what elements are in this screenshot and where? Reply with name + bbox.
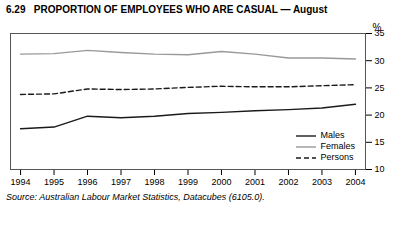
- html-text:6.29 PROPORTION OF EMPLOYEES W: 6.29 PROPORTION OF EMPLOYEES WHO ARE CAS…: [6, 4, 328, 15]
- svg-text:25: 25: [375, 83, 385, 93]
- html-text:Males: Males: [320, 130, 345, 140]
- svg-text:1998: 1998: [144, 177, 164, 187]
- svg-text:15: 15: [375, 137, 385, 147]
- html-text:Persons: Persons: [320, 152, 354, 162]
- svg-text:%: %: [373, 22, 382, 33]
- svg-text:2004: 2004: [345, 177, 365, 187]
- html-text:Females: Females: [320, 141, 355, 151]
- svg-text:1997: 1997: [111, 177, 131, 187]
- svg-text:1995: 1995: [44, 177, 64, 187]
- svg-text:1994: 1994: [11, 177, 31, 187]
- svg-text:2000: 2000: [211, 177, 231, 187]
- svg-text:20: 20: [375, 110, 385, 120]
- svg-text:2003: 2003: [312, 177, 332, 187]
- svg-text:1999: 1999: [178, 177, 198, 187]
- html-text:Source: Australian Labour Mark: Source: Australian Labour Market Statist…: [6, 192, 265, 202]
- svg-text:30: 30: [375, 56, 385, 66]
- svg-text:2001: 2001: [245, 177, 265, 187]
- svg-text:10: 10: [375, 164, 385, 174]
- svg-text:2002: 2002: [278, 177, 298, 187]
- svg-text:1996: 1996: [78, 177, 98, 187]
- svg-text:35: 35: [374, 28, 385, 39]
